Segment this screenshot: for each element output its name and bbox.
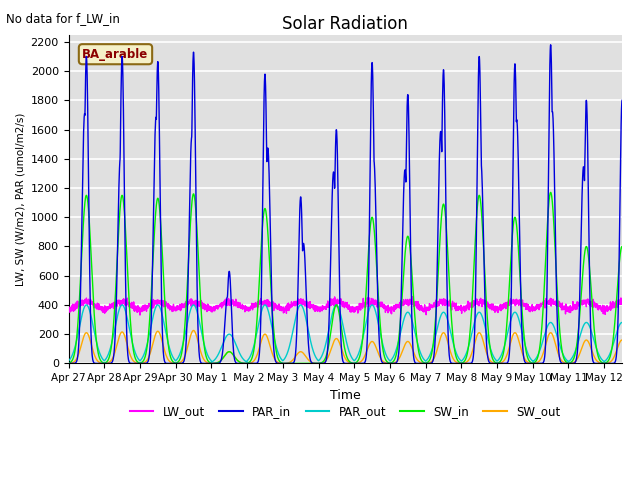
Text: No data for f_LW_in: No data for f_LW_in: [6, 12, 120, 25]
Legend: LW_out, PAR_in, PAR_out, SW_in, SW_out: LW_out, PAR_in, PAR_out, SW_in, SW_out: [125, 401, 566, 423]
X-axis label: Time: Time: [330, 389, 361, 402]
Text: BA_arable: BA_arable: [83, 48, 148, 60]
Y-axis label: LW, SW (W/m2), PAR (umol/m2/s): LW, SW (W/m2), PAR (umol/m2/s): [15, 112, 25, 286]
Title: Solar Radiation: Solar Radiation: [282, 15, 408, 33]
